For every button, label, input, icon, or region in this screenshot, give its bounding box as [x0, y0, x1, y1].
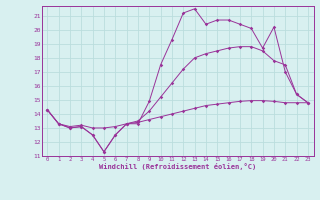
X-axis label: Windchill (Refroidissement éolien,°C): Windchill (Refroidissement éolien,°C): [99, 163, 256, 170]
